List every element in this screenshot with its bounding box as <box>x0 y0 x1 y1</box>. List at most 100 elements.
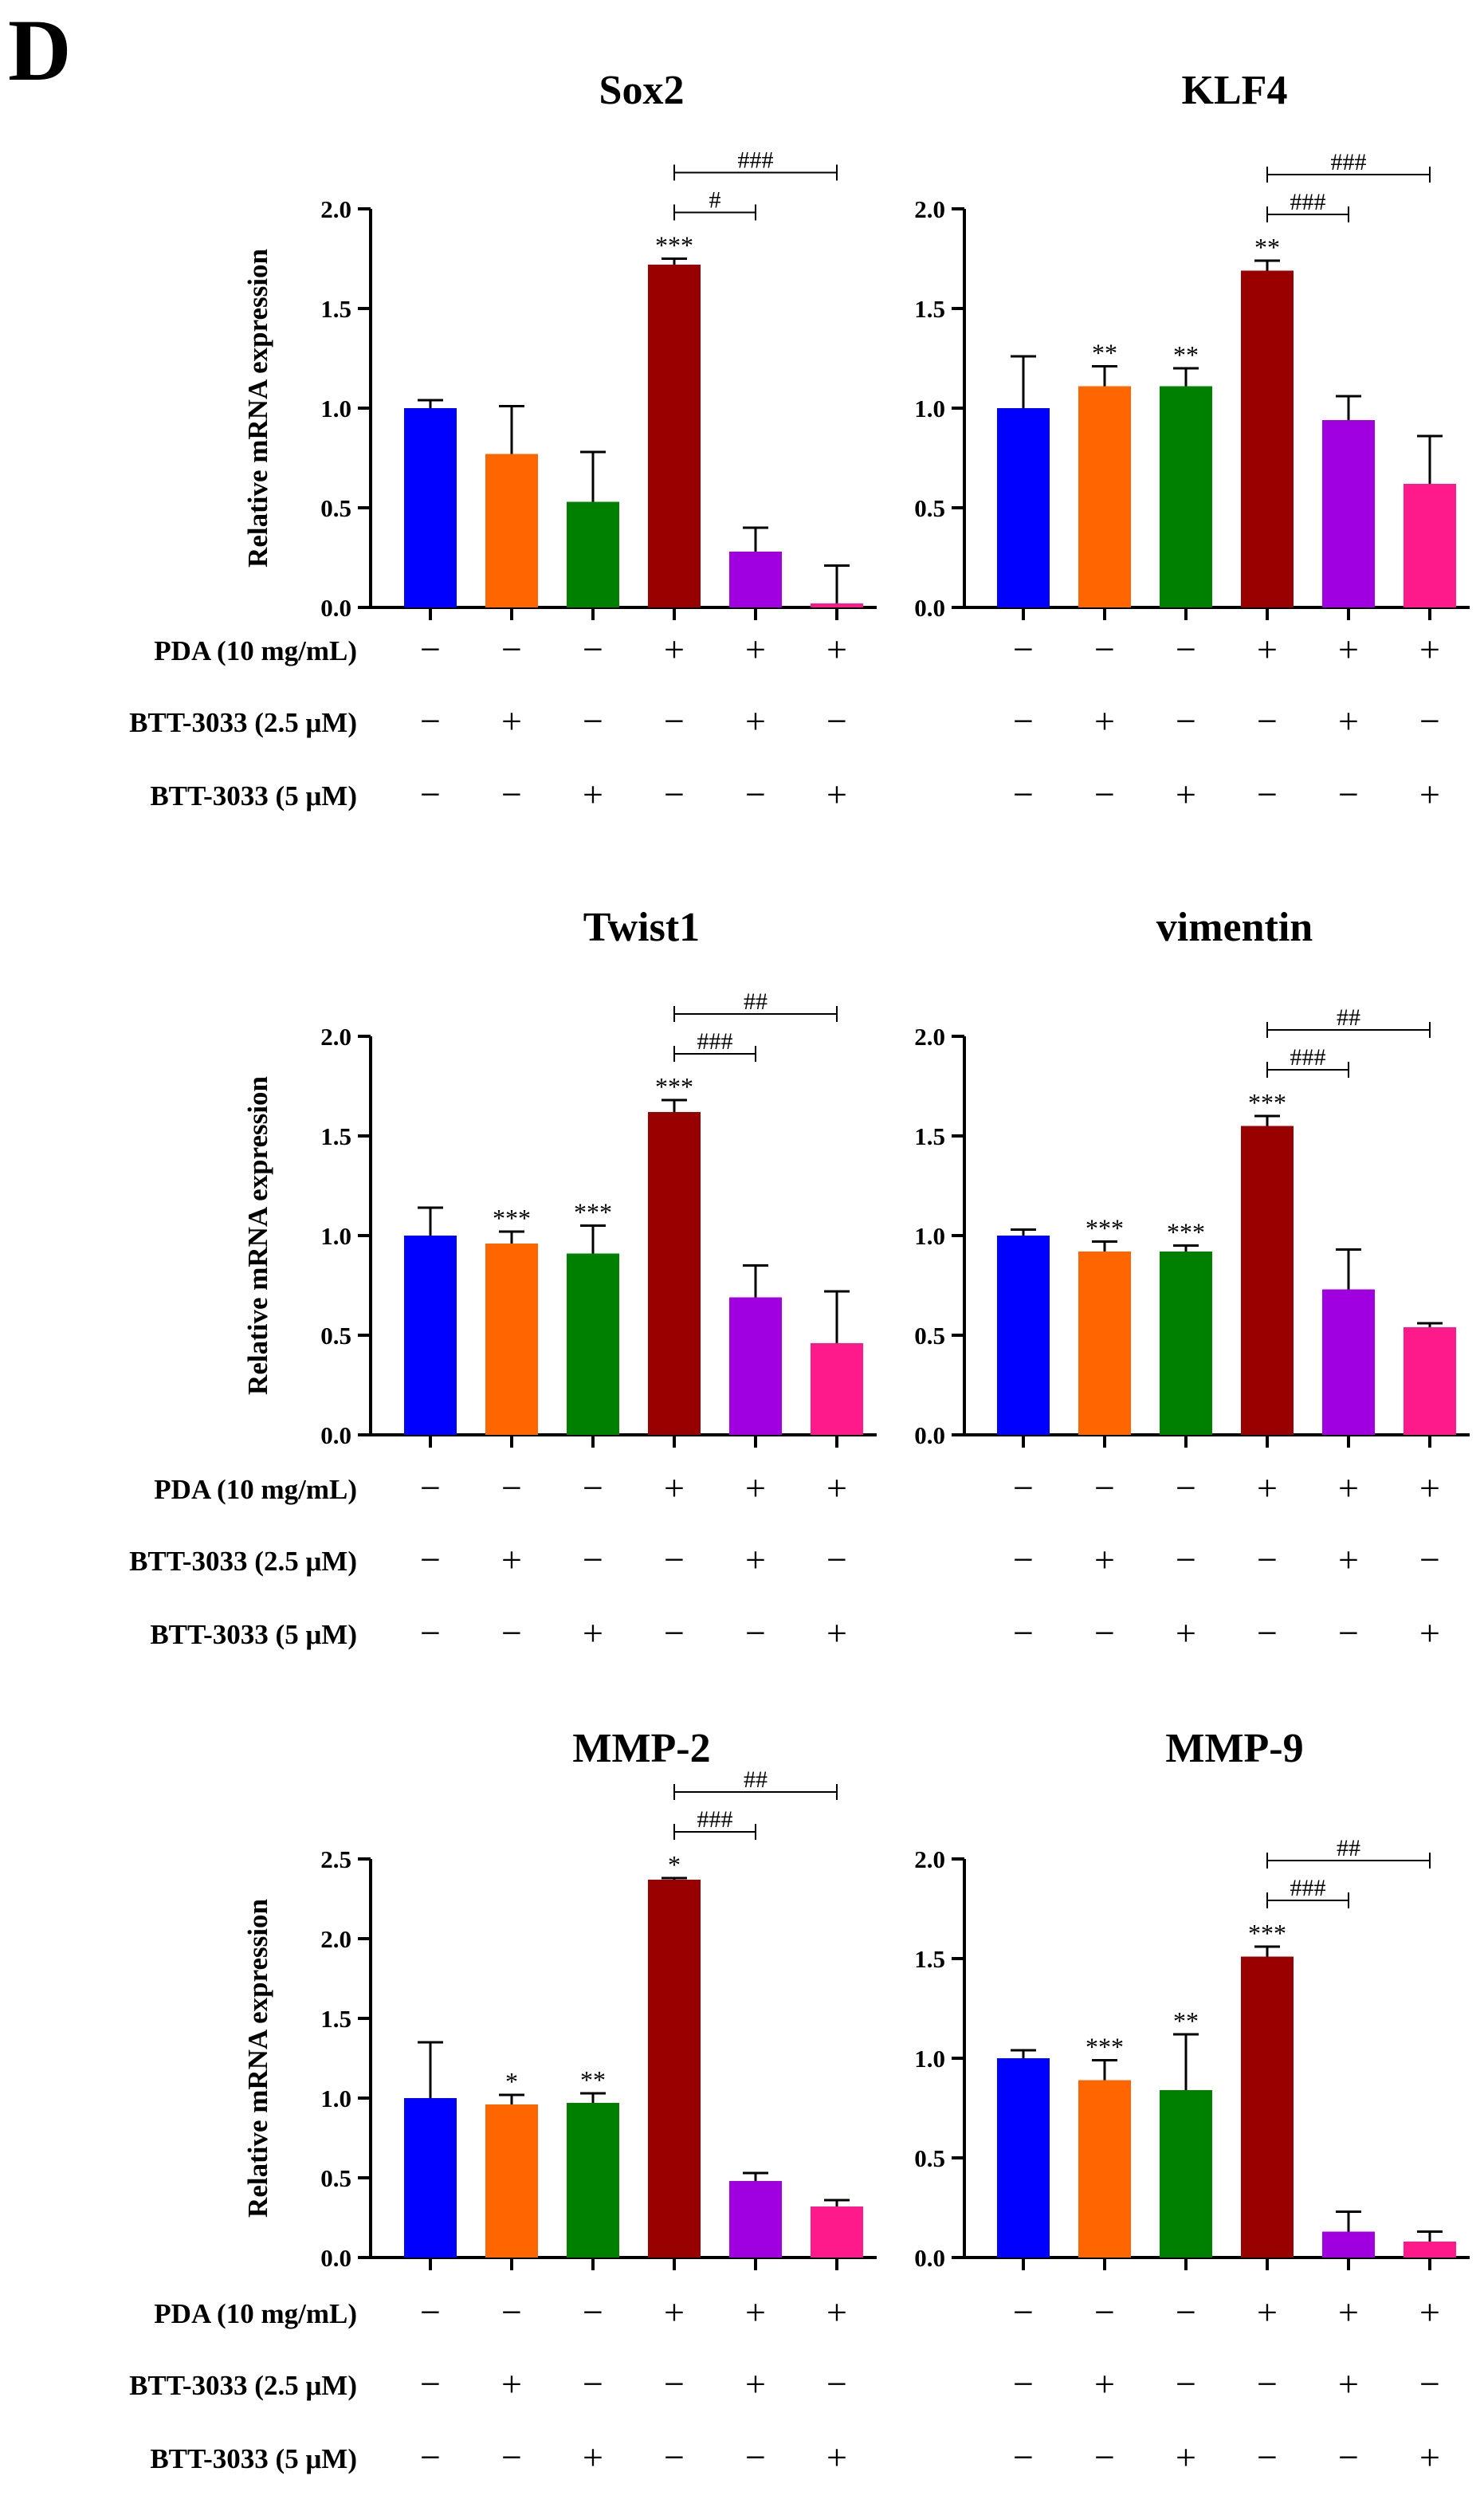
significance-label: ** <box>1254 233 1280 261</box>
bar <box>1404 2242 1456 2258</box>
bar <box>1241 270 1294 607</box>
y-tick-label: 0.0 <box>320 2244 351 2272</box>
condition-sign: − <box>583 1539 603 1580</box>
y-tick-label: 0.5 <box>914 1322 945 1350</box>
condition-sign: − <box>1176 2364 1196 2404</box>
condition-sign: + <box>1338 1539 1359 1580</box>
condition-sign: + <box>1338 1468 1359 1508</box>
condition-sign: − <box>501 2292 522 2332</box>
significance-label: *** <box>574 1198 612 1227</box>
condition-sign: + <box>1257 629 1278 670</box>
chart-title: vimentin <box>1156 905 1313 950</box>
y-tick-label: 0.0 <box>320 1421 351 1449</box>
y-tick-label: 1.5 <box>914 1945 945 1973</box>
condition-sign: + <box>1094 1539 1115 1580</box>
condition-sign: − <box>1013 2292 1034 2332</box>
y-tick-label: 0.5 <box>320 494 351 522</box>
chart-title: MMP-9 <box>1165 1726 1303 1771</box>
condition-sign: − <box>1013 701 1034 741</box>
bar <box>648 1112 701 1435</box>
significance-label: * <box>668 1850 681 1879</box>
bar <box>811 1343 863 1435</box>
significance-label: *** <box>493 1204 531 1232</box>
y-tick-label: 0.5 <box>320 2164 351 2192</box>
bar <box>404 2098 457 2258</box>
comparison-label: ### <box>1290 1875 1326 1901</box>
condition-sign: + <box>583 774 603 815</box>
significance-label: ** <box>1092 339 1117 367</box>
condition-sign: − <box>583 701 603 741</box>
bar <box>997 1236 1050 1435</box>
condition-sign: + <box>1338 701 1359 741</box>
y-axis-label: Relative mRNA expression <box>242 249 273 568</box>
y-tick-label: 0.0 <box>320 594 351 622</box>
y-tick-label: 0.0 <box>914 1421 945 1449</box>
condition-sign: − <box>1176 629 1196 670</box>
condition-sign: + <box>1338 629 1359 670</box>
condition-sign: + <box>826 2437 847 2478</box>
condition-sign: + <box>664 1468 685 1508</box>
condition-sign: − <box>501 1613 522 1653</box>
condition-sign: + <box>1257 1468 1278 1508</box>
comparison-label: ### <box>697 1806 733 1833</box>
condition-sign: + <box>745 1468 766 1508</box>
bar <box>1404 1327 1456 1435</box>
condition-sign: − <box>1013 629 1034 670</box>
comparison-label: ## <box>1337 1004 1360 1031</box>
y-tick-label: 0.0 <box>914 2244 945 2272</box>
condition-sign: + <box>745 2292 766 2332</box>
comparison-label: ### <box>1290 189 1326 215</box>
condition-sign: − <box>501 629 522 670</box>
significance-label: *** <box>655 1072 693 1101</box>
condition-sign: − <box>826 1539 847 1580</box>
condition-sign: − <box>1257 2364 1278 2404</box>
comparison-label: ## <box>744 1766 768 1793</box>
condition-row-label: PDA (10 mg/mL) <box>154 635 357 666</box>
comparison-label: ## <box>744 988 768 1015</box>
chart-title: KLF4 <box>1182 68 1288 113</box>
bar <box>1404 484 1456 607</box>
chart-0: Sox2 0.0 0.5 1.0 1.5 2.0 Relative mRNA express… <box>129 68 877 815</box>
y-axis-label: Relative mRNA expression <box>242 1899 273 2218</box>
y-tick-label: 2.0 <box>320 1925 351 1953</box>
significance-label: *** <box>1248 1919 1286 1947</box>
comparison-label: ### <box>1290 1044 1326 1071</box>
condition-sign: − <box>1013 774 1034 815</box>
condition-row-label: BTT-3033 (5 μM) <box>150 1619 357 1650</box>
y-tick-label: 0.5 <box>320 1322 351 1350</box>
condition-sign: + <box>1419 2292 1440 2332</box>
condition-sign: − <box>826 2364 847 2404</box>
condition-row-label: PDA (10 mg/mL) <box>154 1474 357 1505</box>
y-tick-label: 1.5 <box>914 295 945 323</box>
condition-sign: − <box>1094 629 1115 670</box>
condition-sign: − <box>1013 1539 1034 1580</box>
y-tick-label: 1.0 <box>914 1222 945 1250</box>
condition-sign: − <box>1257 1539 1278 1580</box>
condition-sign: + <box>826 1468 847 1508</box>
comparison-label: ### <box>738 147 774 174</box>
condition-sign: − <box>583 1468 603 1508</box>
bar <box>811 2207 863 2258</box>
y-tick-label: 2.0 <box>914 1023 945 1051</box>
bar <box>1160 386 1212 607</box>
condition-sign: + <box>1419 629 1440 670</box>
condition-sign: − <box>745 2437 766 2478</box>
bar <box>404 1236 457 1435</box>
condition-row-label: PDA (10 mg/mL) <box>154 2298 357 2329</box>
bar <box>1322 420 1375 607</box>
bar <box>648 265 701 607</box>
bar <box>997 2058 1050 2258</box>
bar <box>404 408 457 607</box>
chart-title: Sox2 <box>599 68 685 113</box>
condition-sign: + <box>1419 774 1440 815</box>
condition-sign: − <box>1094 774 1115 815</box>
significance-label: ** <box>1173 2006 1199 2035</box>
condition-sign: − <box>420 774 441 815</box>
bar <box>997 408 1050 607</box>
condition-sign: − <box>1419 1539 1440 1580</box>
condition-sign: − <box>420 629 441 670</box>
bar <box>567 501 619 607</box>
condition-sign: − <box>583 2364 603 2404</box>
bar <box>1322 2231 1375 2258</box>
